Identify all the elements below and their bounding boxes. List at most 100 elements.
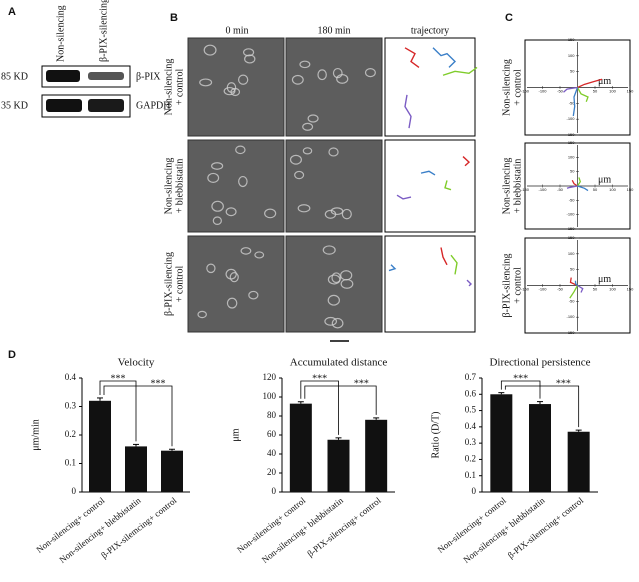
panel-label: A xyxy=(8,6,16,18)
cell xyxy=(225,207,237,217)
cell xyxy=(238,175,248,188)
axis-unit: μm xyxy=(598,274,611,285)
y-axis-label: μm xyxy=(230,428,241,441)
cell xyxy=(332,67,343,79)
y-tick-label: 150 xyxy=(568,37,575,42)
y-tick-label: -50 xyxy=(569,100,576,105)
row-label: Non-silencing xyxy=(501,158,512,215)
y-tick-label: 150 xyxy=(568,140,575,145)
y-tick-label: 60 xyxy=(267,429,277,439)
marker-label: 85 KD xyxy=(1,71,28,82)
row-label: Non-silencing xyxy=(501,59,512,116)
x-tick-label: -150 xyxy=(521,287,530,292)
trajectory xyxy=(577,185,589,192)
cell xyxy=(235,145,246,155)
y-axis-label: μm/min xyxy=(30,419,41,450)
y-tick-label: 0 xyxy=(272,486,277,496)
cell xyxy=(237,74,249,85)
trajectory xyxy=(577,284,584,293)
cell xyxy=(203,44,217,56)
chart-title: Accumulated distance xyxy=(290,357,388,369)
trajectory xyxy=(450,254,458,275)
y-tick-label: 100 xyxy=(263,391,277,401)
cell xyxy=(322,245,336,255)
cell xyxy=(199,78,213,87)
y-tick-label: -100 xyxy=(566,314,575,319)
y-tick-label: 0.2 xyxy=(465,453,476,463)
y-tick-label: 0.6 xyxy=(465,388,477,398)
trajectory xyxy=(563,86,578,93)
x-tick-label: 50 xyxy=(593,89,598,94)
cell xyxy=(226,297,238,309)
trajectory xyxy=(388,264,397,272)
micrograph xyxy=(187,139,285,233)
significance-bracket xyxy=(99,380,137,442)
bar xyxy=(289,403,312,492)
y-tick-label: 50 xyxy=(570,169,575,174)
x-tick-label: -100 xyxy=(538,89,547,94)
y-tick-label: -100 xyxy=(566,212,575,217)
bar xyxy=(365,419,388,492)
trajectory xyxy=(440,247,448,266)
trajectory xyxy=(466,279,473,287)
bar xyxy=(567,431,590,492)
cell xyxy=(336,74,349,84)
cell xyxy=(328,147,339,157)
cell xyxy=(331,317,344,329)
cell xyxy=(248,290,259,300)
row-label: β-PIX-silencing xyxy=(163,252,174,316)
row-label: + control xyxy=(174,266,185,303)
y-tick-label: 0 xyxy=(72,486,77,496)
blot-band xyxy=(46,99,82,112)
significance-label: *** xyxy=(513,373,528,384)
y-tick-label: -100 xyxy=(566,116,575,121)
trajectory xyxy=(420,170,436,176)
cell xyxy=(254,251,265,259)
cell xyxy=(302,122,314,131)
trajectory-box xyxy=(384,37,476,137)
cell xyxy=(197,310,207,319)
y-tick-label: 40 xyxy=(267,448,277,458)
x-tick-label: -100 xyxy=(538,287,547,292)
y-tick-label: -50 xyxy=(569,298,576,303)
cell xyxy=(307,114,319,123)
y-tick-label: 0.4 xyxy=(465,421,477,431)
y-tick-label: 100 xyxy=(568,154,575,159)
cell xyxy=(289,154,302,165)
trajectory xyxy=(576,177,582,187)
row-label: Non-silencing xyxy=(163,59,174,116)
y-tick-label: -50 xyxy=(569,197,576,202)
marker-label: 35 KD xyxy=(1,100,28,111)
cell xyxy=(317,69,327,81)
lane-label: Non-silencing xyxy=(55,5,66,62)
cell xyxy=(330,207,344,216)
cell xyxy=(327,294,340,306)
significance-label: *** xyxy=(312,373,327,384)
bar xyxy=(161,450,183,492)
cell xyxy=(327,274,341,285)
y-tick-label: -150 xyxy=(566,132,575,137)
y-tick-label: 50 xyxy=(570,69,575,74)
x-tick-label: 100 xyxy=(609,187,616,192)
chart-title: Velocity xyxy=(118,357,155,369)
trajectory-box xyxy=(384,139,476,233)
blot-band xyxy=(88,99,124,112)
x-tick-label: 150 xyxy=(627,89,634,94)
cell xyxy=(297,204,311,213)
y-tick-label: 0.1 xyxy=(65,458,76,468)
row-label: + control xyxy=(512,69,523,106)
significance-bracket xyxy=(304,385,377,415)
y-tick-label: 0 xyxy=(472,486,477,496)
x-tick-label: -50 xyxy=(557,287,564,292)
significance-bracket xyxy=(500,380,541,399)
y-tick-label: 50 xyxy=(570,267,575,272)
cell xyxy=(299,60,311,69)
panel-label: C xyxy=(505,12,513,24)
cell xyxy=(206,263,216,274)
significance-label: *** xyxy=(151,378,166,389)
y-tick-label: -150 xyxy=(566,330,575,335)
y-tick-label: 0.3 xyxy=(465,437,477,447)
row-label: + blebbistatin xyxy=(174,159,185,214)
column-header: 180 min xyxy=(317,25,350,36)
